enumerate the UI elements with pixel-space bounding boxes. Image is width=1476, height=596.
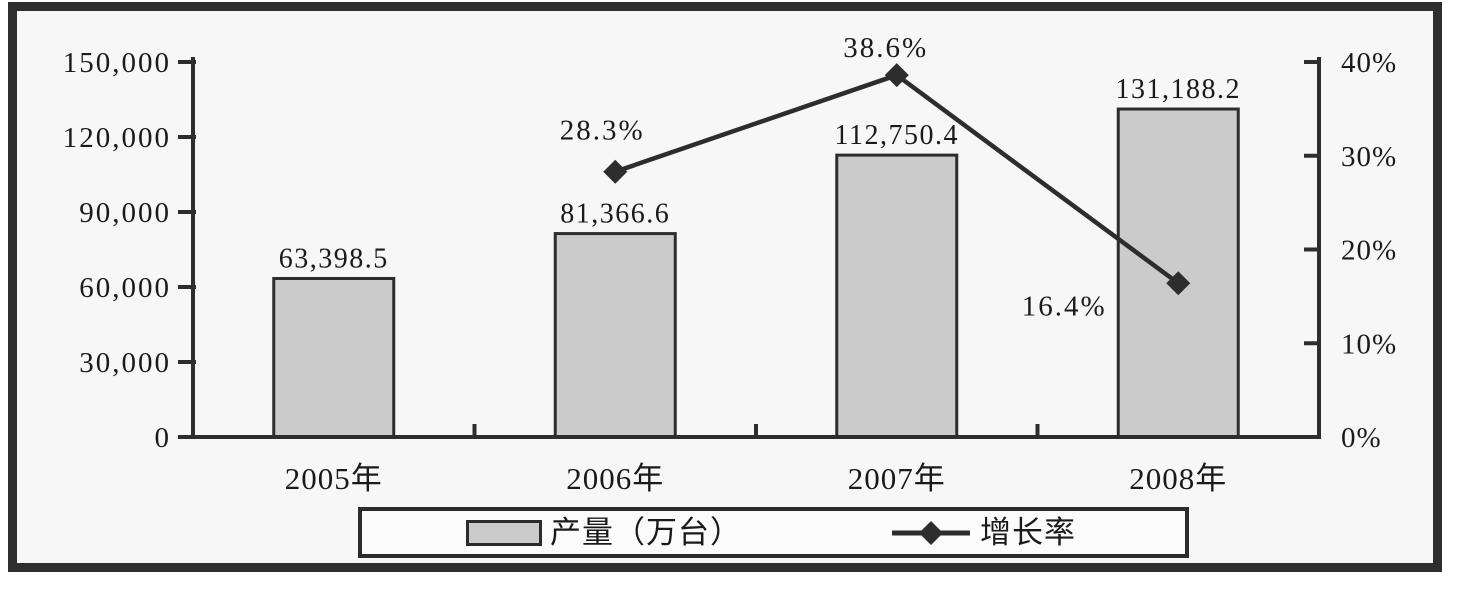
line-diamond-icon [892, 520, 970, 545]
left-tick-label: 0 [155, 422, 172, 454]
bar-swatch-icon [466, 519, 542, 546]
x-category-label: 2007年 [848, 461, 946, 496]
x-category-label: 2006年 [566, 461, 664, 496]
left-tick-label: 60,000 [79, 272, 171, 304]
right-tick-label: 0% [1341, 422, 1382, 454]
left-tick-label: 30,000 [79, 347, 171, 379]
bar-value-label: 63,398.5 [279, 244, 389, 275]
growth-marker-2006年 [603, 159, 628, 184]
x-category-label: 2005年 [285, 461, 383, 496]
legend-production-label: 产量（万台） [550, 515, 742, 550]
right-tick-label: 30% [1341, 141, 1397, 173]
left-tick-label: 120,000 [63, 122, 171, 154]
left-tick-label: 150,000 [63, 47, 171, 79]
left-tick-label: 90,000 [79, 197, 171, 229]
bar-2005年 [272, 277, 396, 439]
legend: 产量（万台） 增长率 [358, 507, 1189, 558]
growth-marker-2007年 [884, 63, 909, 88]
bar-value-label: 112,750.4 [835, 120, 959, 151]
bar-value-label: 131,188.2 [1116, 74, 1242, 105]
growth-value-label: 28.3% [560, 115, 645, 147]
bar-2007年 [835, 153, 959, 439]
growth-marker-2008年 [1166, 271, 1191, 296]
legend-growth-label: 增长率 [980, 515, 1076, 550]
right-tick-label: 20% [1341, 235, 1397, 267]
bar-value-label: 81,366.6 [560, 199, 670, 230]
right-tick-label: 10% [1341, 328, 1397, 360]
x-category-label: 2008年 [1129, 461, 1227, 496]
legend-item-growth: 增长率 [890, 517, 1076, 548]
growth-value-label: 38.6% [843, 32, 928, 64]
bar-2006年 [553, 232, 677, 439]
right-tick-label: 40% [1341, 47, 1397, 79]
legend-item-production: 产量（万台） [466, 517, 742, 548]
growth-value-label: 16.4% [1022, 290, 1107, 322]
